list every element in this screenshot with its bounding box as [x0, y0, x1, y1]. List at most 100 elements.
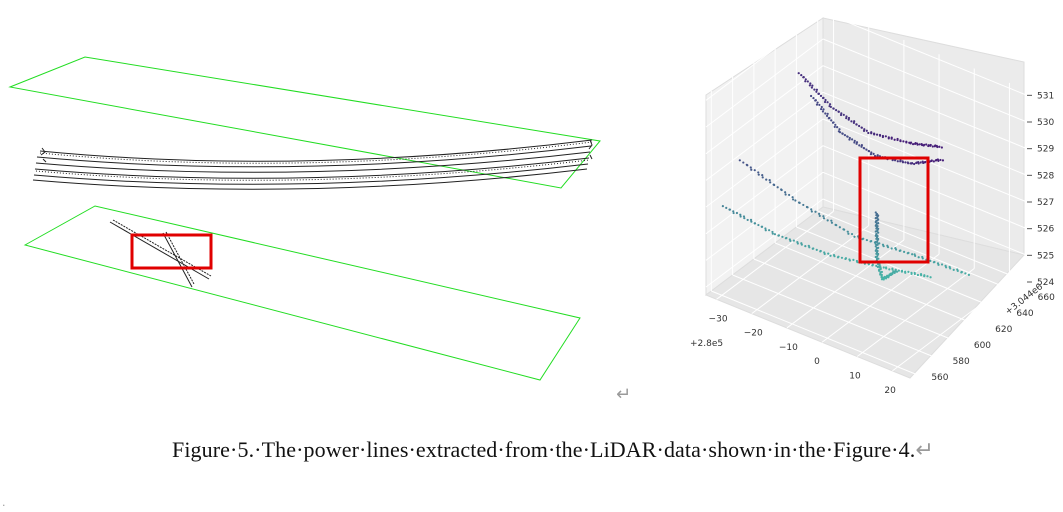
scatter-point: [846, 135, 849, 138]
scatter-point: [878, 265, 881, 268]
scatter-point: [773, 233, 777, 236]
scatter-point: [816, 101, 819, 104]
scatter-point: [875, 264, 878, 267]
scatter-point: [881, 135, 884, 139]
scatter-point: [773, 183, 776, 187]
scatter-point: [949, 267, 952, 270]
scatter-point: [927, 144, 930, 148]
power-line: [32, 168, 588, 190]
scatter-point: [919, 161, 922, 164]
gridline: [705, 118, 824, 208]
scatter-point: [826, 112, 829, 115]
scatter-point: [894, 270, 897, 273]
paragraph-mark: ↵: [915, 438, 934, 463]
scatter-point: [814, 99, 817, 102]
scatter-point: [809, 94, 813, 98]
scatter-point: [810, 208, 813, 211]
z-tick-label: 528: [1037, 171, 1054, 181]
scatter-point: [829, 105, 832, 109]
scatter-point: [728, 208, 732, 211]
scatter-point: [818, 103, 821, 107]
scatter-point: [913, 142, 917, 145]
scatter-point: [823, 252, 826, 256]
scatter-point: [824, 112, 827, 115]
scatter-point: [874, 249, 877, 252]
scatter-point: [896, 160, 899, 163]
scatter-point: [874, 220, 877, 224]
scatter-point: [806, 206, 809, 209]
scatter-point: [815, 90, 818, 93]
scatter-point: [882, 266, 885, 269]
y-tick-label: 600: [974, 341, 991, 351]
scatter-point: [750, 220, 753, 223]
scatter-point: [929, 276, 932, 279]
scatter-point: [757, 171, 760, 174]
scatter-point: [821, 110, 825, 113]
scatter-point: [875, 240, 879, 243]
scatter-point: [896, 138, 899, 142]
gridline: [856, 268, 975, 357]
scatter-point: [800, 74, 803, 77]
highlight-box: [858, 156, 930, 264]
gridline: [822, 171, 1028, 256]
scatter-point: [791, 196, 794, 199]
scatter-point: [833, 125, 836, 128]
scatter-point: [877, 222, 880, 225]
scatter-point: [867, 149, 870, 153]
scatter-point: [812, 97, 815, 100]
scatter-point: [845, 117, 848, 120]
scatter-point: [865, 129, 868, 132]
scatter-point: [853, 235, 856, 238]
scatter-point: [902, 140, 905, 143]
scatter-point: [886, 246, 890, 249]
scatter-point: [893, 159, 897, 162]
x-offset-label: +2.8e5: [690, 339, 723, 349]
scatter-point: [935, 144, 938, 148]
gridline: [822, 118, 1028, 203]
scatter-point: [929, 259, 932, 262]
scatter-point: [855, 123, 858, 126]
scatter-points: [721, 72, 971, 281]
scatter-point: [890, 247, 893, 250]
scatter-point: [858, 144, 861, 147]
scatter-point: [768, 229, 771, 232]
z-tick-label: 531: [1037, 91, 1054, 101]
z-tick-label: 529: [1037, 145, 1054, 155]
scatter-point: [877, 231, 880, 234]
scatter-point: [909, 142, 912, 145]
power-line: [35, 151, 591, 173]
scatter-point: [867, 131, 870, 135]
scatter-point: [819, 94, 823, 97]
scatter-point: [853, 141, 856, 144]
scatter-point: [918, 143, 921, 146]
scatter-point: [738, 159, 741, 162]
upper-plane: [8, 56, 601, 189]
scatter-point: [916, 273, 920, 277]
scatter-point: [796, 242, 799, 245]
scatter-point: [876, 243, 879, 246]
gridline: [892, 282, 1010, 372]
gridline: [817, 210, 1022, 295]
scatter-3d: −30 −20 −10 0 10 20 560 580 600 620 640 660 524 525 52…: [690, 11, 1055, 396]
scatter-point: [785, 236, 788, 240]
scatter-point: [888, 268, 891, 271]
scatter-point: [900, 269, 904, 272]
scatter-point: [875, 227, 878, 230]
scatter-point: [877, 246, 880, 249]
scatter-point: [835, 224, 838, 227]
scatter-point: [899, 139, 902, 142]
scatter-point: [739, 215, 742, 218]
scatter-point: [892, 270, 895, 273]
scatter-point: [964, 272, 967, 275]
figure-caption: Figure·5.·The·power·lines·extracted·from…: [172, 437, 934, 463]
scatter-point: [821, 96, 825, 100]
scatter-point: [804, 80, 807, 83]
scatter-point: [830, 221, 834, 224]
scatter-point: [768, 178, 771, 182]
scatter-point: [967, 273, 971, 276]
floor-pane: [704, 206, 1025, 379]
scatter-point: [852, 258, 855, 261]
scatter-point: [777, 234, 781, 237]
scatter-point: [781, 235, 784, 238]
scatter-point: [765, 178, 768, 181]
